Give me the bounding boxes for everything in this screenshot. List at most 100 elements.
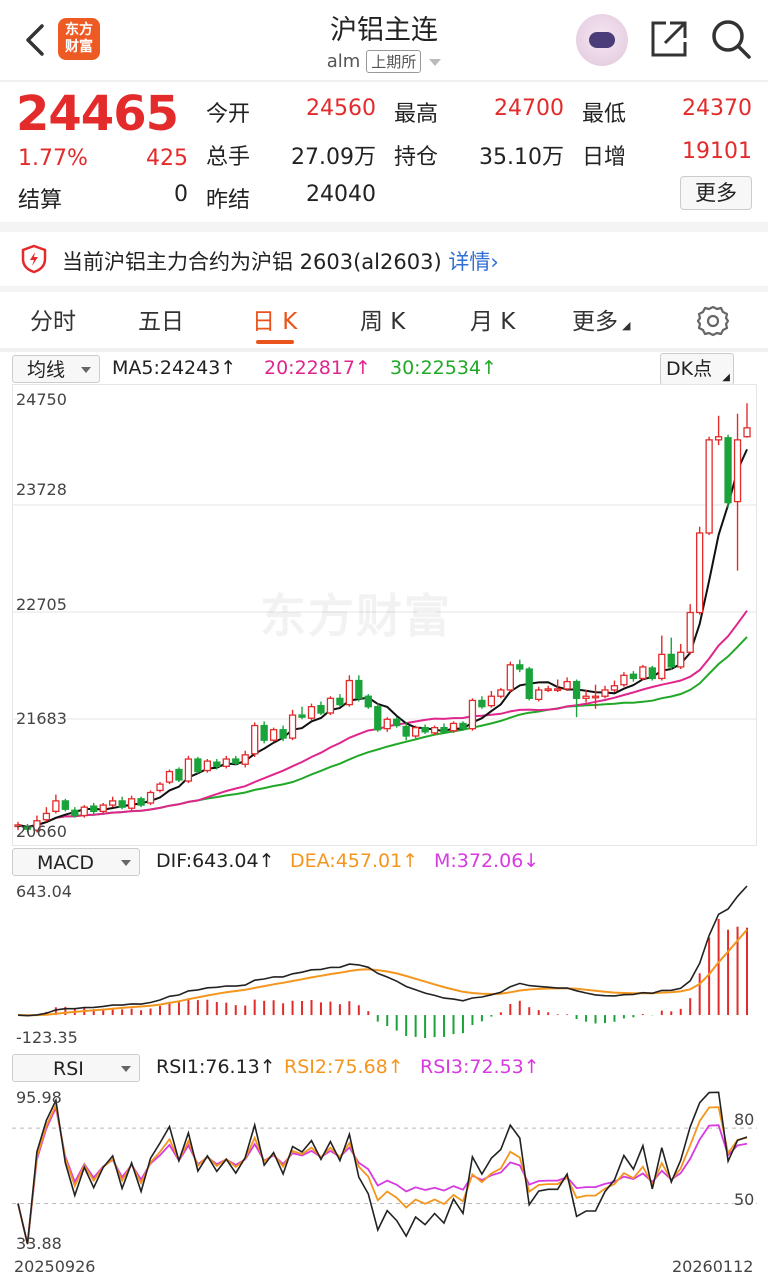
candle-up: [535, 689, 543, 701]
candle-up: [610, 685, 619, 691]
arrow-up-icon: ↑: [220, 357, 237, 379]
candle-down: [648, 667, 656, 680]
candle-up: [506, 664, 514, 691]
dropdown-arrow-icon: [121, 1066, 131, 1072]
exchange-selector[interactable]: alm 上期所: [0, 50, 768, 73]
rsi-ref-80: 80: [734, 1110, 755, 1129]
chevron-right-icon: ›: [490, 250, 499, 274]
candle-down: [724, 437, 732, 504]
ma20-line: [17, 610, 748, 829]
candle-down: [298, 714, 306, 718]
app-logo[interactable]: 东方 财富: [58, 18, 100, 60]
candle-up: [497, 689, 505, 697]
tab-monthly-k[interactable]: 月 K: [470, 309, 516, 335]
divider: [0, 348, 768, 352]
assistant-avatar[interactable]: [576, 14, 628, 66]
chevron-left-icon[interactable]: [18, 20, 54, 60]
share-icon[interactable]: [648, 18, 690, 60]
tab-more-label: 更多: [572, 309, 618, 335]
dea-line: [17, 929, 748, 1017]
macd-m-text: M:372.06: [434, 850, 524, 872]
candle-down: [421, 726, 429, 733]
dea-text: DEA:457.01: [290, 850, 403, 872]
ma-selector[interactable]: 均线: [12, 355, 100, 383]
dif-line: [17, 885, 748, 1017]
candle-up: [146, 791, 155, 804]
tab-intraday[interactable]: 分时: [30, 309, 76, 335]
candle-up: [544, 688, 552, 692]
macd-axis-max: 643.04: [16, 882, 72, 901]
rsi-chart[interactable]: [12, 1084, 757, 1254]
candle-up: [99, 804, 107, 812]
candle-up: [563, 680, 571, 690]
candle-down: [194, 758, 202, 773]
low-label: 最低: [582, 102, 627, 127]
ma5-text: MA5:24243: [112, 357, 221, 379]
caret-down-icon: [429, 58, 442, 66]
candle-up: [326, 697, 335, 714]
candle-down: [629, 673, 638, 680]
change-percent: 1.77%: [18, 146, 88, 171]
macd-selector[interactable]: MACD: [12, 848, 140, 876]
more-quote-button[interactable]: 更多: [680, 176, 752, 210]
candle-down: [118, 800, 126, 808]
candle-up: [620, 674, 628, 686]
price-axis-tick: 22705: [16, 595, 67, 614]
candle-down: [232, 758, 240, 764]
candle-up: [42, 812, 51, 821]
rsi1-value: RSI1:76.13↑: [156, 1056, 276, 1078]
rsi3-text: RSI3:72.53: [420, 1056, 524, 1078]
ma-selector-label: 均线: [27, 359, 66, 381]
candle-up: [33, 820, 41, 831]
candle-up: [52, 800, 60, 812]
candle-down: [336, 697, 344, 706]
macd-chart[interactable]: [12, 878, 757, 1048]
candle-down: [61, 800, 69, 810]
open-label: 今开: [206, 102, 251, 127]
divider: [0, 222, 768, 232]
candle-down: [71, 809, 79, 817]
main-contract-notice[interactable]: 当前沪铝主力合约为沪铝 2603(al2603) 详情›: [0, 232, 768, 286]
tab-daily-k[interactable]: 日 K: [252, 309, 298, 335]
candle-down: [213, 761, 221, 768]
search-icon[interactable]: [708, 16, 754, 62]
arrow-up-icon: ↑: [259, 1056, 276, 1078]
arrow-up-icon: ↑: [402, 850, 419, 872]
candle-up: [345, 679, 354, 706]
candle-up: [241, 754, 249, 765]
candle-down: [393, 718, 401, 727]
low-value: 24370: [682, 96, 752, 121]
volume-value: 27.09万: [291, 145, 376, 170]
kline-chart[interactable]: [12, 384, 757, 846]
rsi-selector[interactable]: RSI: [12, 1054, 140, 1082]
dropdown-arrow-icon: [121, 860, 131, 866]
candle-up: [696, 532, 704, 614]
tab-weekly-k[interactable]: 周 K: [360, 309, 406, 335]
candle-up: [658, 653, 666, 680]
dk-point-button[interactable]: DK点 ◢: [660, 353, 734, 385]
rsi2-value: RSI2:75.68↑: [284, 1056, 404, 1078]
candle-up: [487, 695, 496, 707]
ma5-value: MA5:24243↑: [112, 357, 236, 379]
rsi-ref-50: 50: [734, 1190, 755, 1209]
ma30-value: 30:22534↑: [390, 357, 497, 379]
candle-up: [80, 806, 88, 817]
candle-up: [165, 770, 174, 783]
top-nav: 东方 财富 沪铝主连 alm 上期所: [0, 0, 768, 80]
settle-label: 结算: [18, 188, 63, 213]
high-value: 24700: [494, 96, 564, 121]
exchange-tag: 上期所: [366, 50, 422, 73]
tab-five-day[interactable]: 五日: [138, 309, 184, 335]
dif-text: DIF:643.04: [156, 850, 259, 872]
candle-down: [90, 805, 98, 812]
ma20-value: 20:22817↑: [264, 357, 371, 379]
settings-gear-icon[interactable]: [696, 304, 730, 338]
tab-more[interactable]: 更多 ◢: [572, 302, 630, 336]
candle-up: [553, 688, 562, 692]
candle-up: [109, 800, 117, 806]
candle-up: [714, 436, 723, 441]
notice-detail-link[interactable]: 详情: [448, 250, 491, 274]
candle-down: [374, 706, 382, 731]
candle-up: [307, 706, 316, 719]
notice-text: 当前沪铝主力合约为沪铝 2603(al2603): [62, 250, 442, 274]
